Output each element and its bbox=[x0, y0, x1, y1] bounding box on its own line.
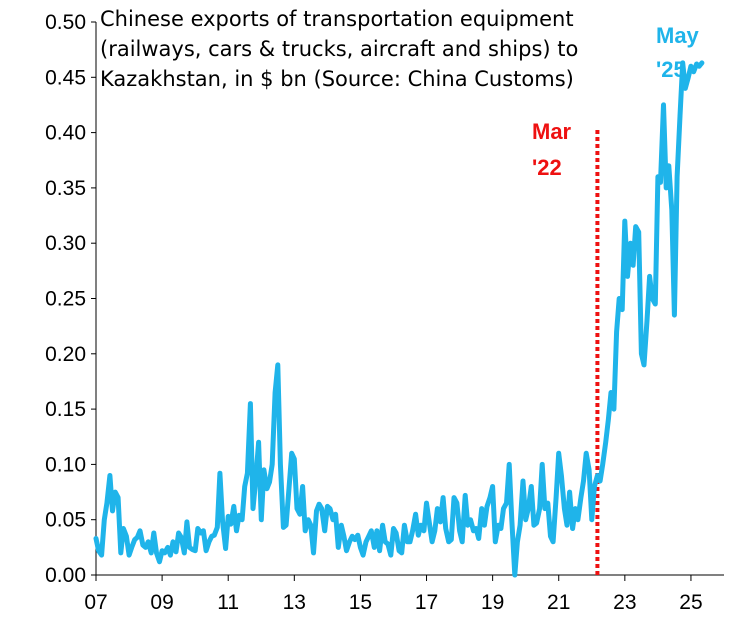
x-tick-label: 17 bbox=[415, 591, 438, 614]
x-tick-label: 23 bbox=[613, 591, 636, 614]
chart-title-line-1: Chinese exports of transportation equipm… bbox=[100, 7, 574, 31]
x-tick-label: 11 bbox=[217, 591, 239, 614]
exports-series-line bbox=[93, 60, 705, 578]
mar-22-label-line-2: '22 bbox=[532, 155, 562, 180]
chart-title-line-2: (railways, cars & trucks, aircraft and s… bbox=[100, 37, 578, 61]
y-tick-label: 0.05 bbox=[45, 509, 86, 532]
y-tick-label: 0.25 bbox=[45, 288, 86, 311]
y-tick-label: 0.15 bbox=[45, 398, 86, 421]
x-tick-label: 13 bbox=[283, 591, 306, 614]
x-tick-label: 25 bbox=[679, 591, 702, 614]
y-tick-label: 0.45 bbox=[45, 66, 86, 89]
x-tick-label: 15 bbox=[349, 591, 372, 614]
chart-title-line-3: Kazakhstan, in $ bn (Source: China Custo… bbox=[100, 67, 574, 91]
x-tick-label: 21 bbox=[547, 591, 570, 614]
y-tick-label: 0.00 bbox=[45, 564, 86, 587]
x-tick-label: 09 bbox=[150, 591, 173, 614]
may-25-label-line-1: May bbox=[656, 23, 700, 48]
y-tick-label: 0.20 bbox=[45, 343, 86, 366]
x-tick-label: 07 bbox=[84, 591, 107, 614]
x-axis-ticks: 07 09 11 13 15 17 19 21 23 25 bbox=[84, 575, 703, 614]
mar-22-label-line-1: Mar bbox=[532, 119, 572, 144]
y-tick-label: 0.40 bbox=[45, 122, 86, 145]
may-25-label-line-2: '25 bbox=[656, 57, 686, 82]
y-tick-label: 0.10 bbox=[45, 453, 86, 476]
y-axis-ticks: 0.00 0.05 0.10 0.15 0.20 0.25 0.30 0.35 0.40 0.45… bbox=[45, 11, 96, 587]
y-tick-label: 0.35 bbox=[45, 177, 86, 200]
y-tick-label: 0.30 bbox=[45, 232, 86, 255]
x-tick-label: 19 bbox=[481, 591, 504, 614]
chart-title: Chinese exports of transportation equipm… bbox=[100, 7, 578, 91]
y-tick-label: 0.50 bbox=[45, 11, 86, 34]
